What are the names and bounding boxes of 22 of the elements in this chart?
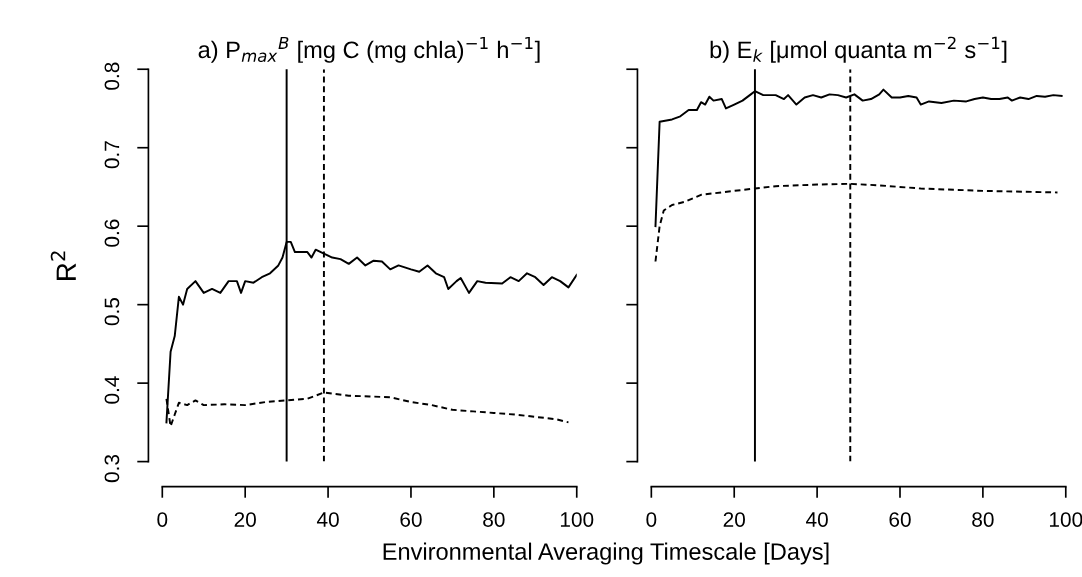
- x-tick-label: 40: [806, 512, 828, 527]
- x-tick-label: 60: [889, 512, 911, 527]
- x-tick-label: 0: [157, 512, 168, 527]
- x-tick-label: 20: [723, 512, 745, 527]
- y-tick-label: 0.5: [104, 297, 120, 326]
- x-tick-label: 100: [1049, 512, 1082, 527]
- x-tick-label: 60: [400, 512, 422, 527]
- x-tick-label: 20: [234, 512, 256, 527]
- y-tick-label: 0.4: [104, 376, 120, 404]
- y-tick-label: 0.3: [104, 454, 120, 483]
- chart-title: a) P$_{max}$$^{B}$ [mg C (mg chla)$^{−1}$ h$^{−1}$]: [198, 36, 540, 63]
- x-tick-label: 80: [972, 512, 994, 527]
- y-tick-label: 0.8: [104, 62, 120, 90]
- x-tick-label: 80: [483, 512, 505, 527]
- x-tick-label: 40: [316, 512, 339, 527]
- y-tick-label: 0.6: [104, 219, 120, 247]
- y-tick-label: 0.7: [104, 141, 120, 169]
- x-tick-label: 100: [560, 512, 594, 527]
- x-axis-title: Environmental Averaging Timescale [Days]: [383, 542, 829, 565]
- x-tick-label: 0: [646, 512, 657, 527]
- chart-title: b) E$_{k}$ [μmol quanta m$^{−2}$ s$^{−1}$]: [710, 36, 1007, 63]
- y-axis-title: R$^{2}$: [50, 251, 76, 280]
